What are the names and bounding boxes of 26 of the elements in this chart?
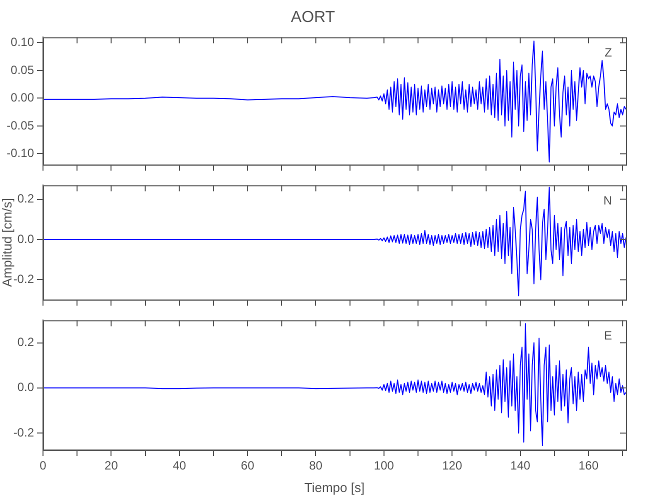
annotation: N — [603, 194, 612, 208]
y-tick-label: -0.2 — [13, 425, 34, 440]
x-axis-title: Tiempo [s] — [304, 480, 365, 495]
x-tick-label: 20 — [104, 458, 118, 473]
chart-title: AORT — [290, 9, 336, 26]
x-tick-label: 160 — [578, 458, 599, 473]
annotation: E — [604, 328, 612, 343]
y-axis-title: Amplitud [cm/s] — [0, 198, 14, 287]
x-tick-label: 0 — [40, 458, 47, 473]
x-tick-label: 80 — [309, 458, 323, 473]
y-tick-label: 0.2 — [17, 192, 34, 206]
x-tick-label: 60 — [240, 458, 255, 473]
y-tick-label: 0.0 — [17, 380, 34, 394]
x-tick-label: 40 — [172, 458, 186, 473]
x-tick-label: 140 — [510, 458, 531, 473]
x-tick-label: 100 — [374, 458, 394, 473]
x-tick-label: 120 — [442, 458, 462, 473]
y-tick-label: 0.0 — [17, 232, 34, 246]
y-tick-label: 0.05 — [10, 62, 34, 77]
y-tick-label: -0.2 — [13, 272, 34, 286]
y-tick-label: -0.10 — [6, 146, 34, 160]
y-tick-label: 0.10 — [10, 35, 34, 50]
annotation: Z — [604, 46, 612, 60]
y-tick-label: 0.2 — [17, 335, 34, 350]
y-tick-label: 0.00 — [10, 90, 34, 105]
y-tick-label: -0.05 — [6, 118, 34, 132]
